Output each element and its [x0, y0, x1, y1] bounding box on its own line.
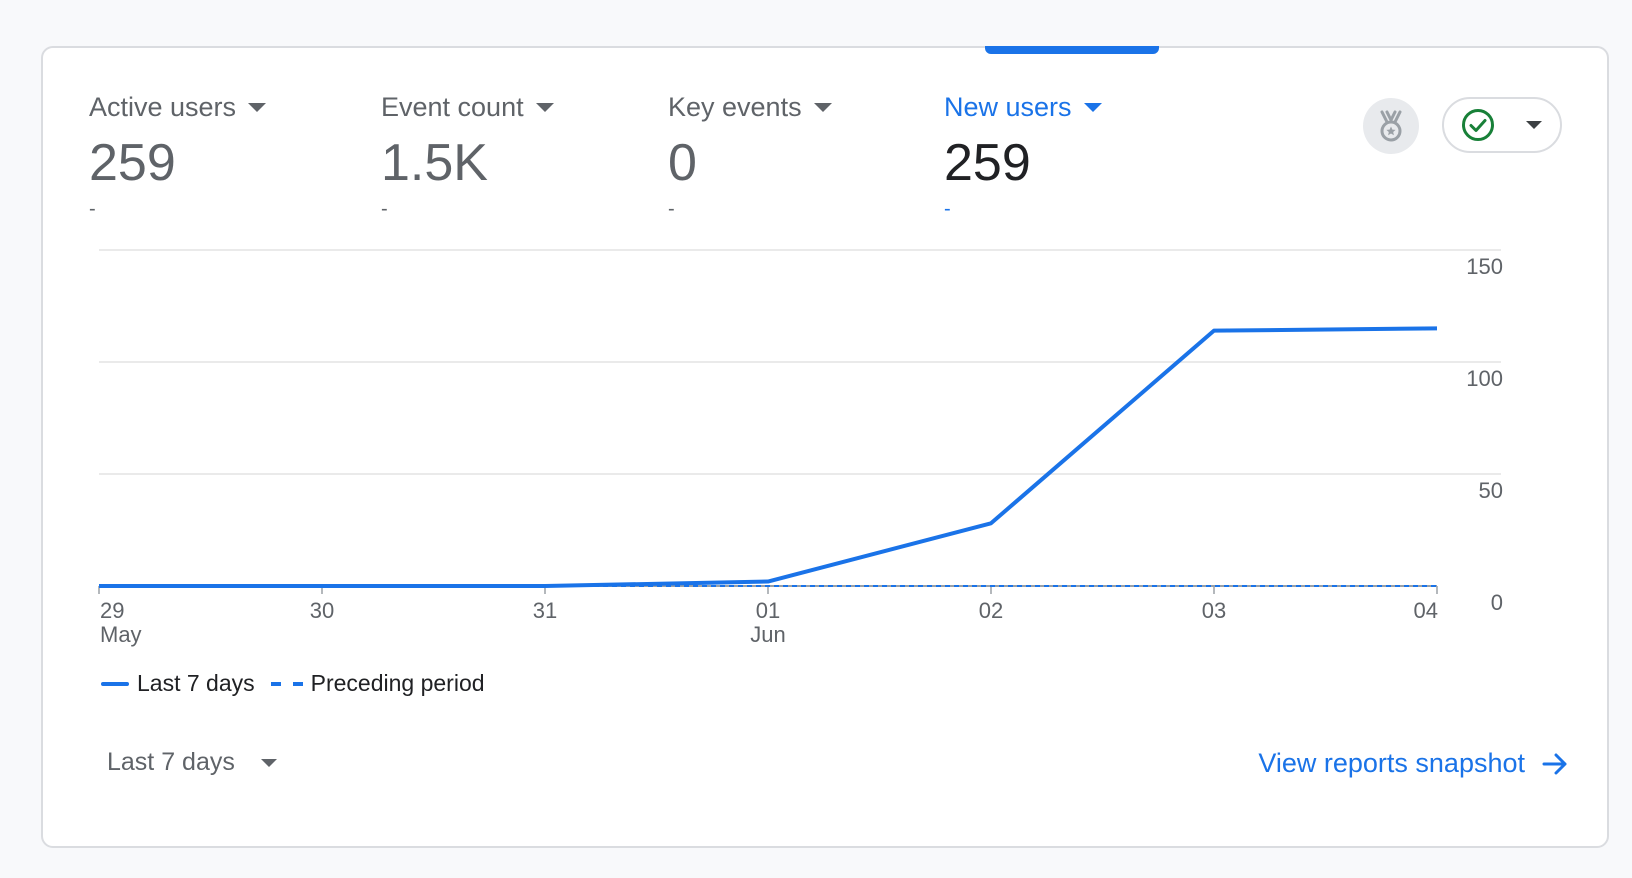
metric-delta: -: [89, 198, 96, 220]
x-tick-label: 02: [979, 598, 1003, 623]
x-tick-label: 03: [1202, 598, 1226, 623]
metric-delta: -: [381, 198, 388, 220]
caret-down-icon: [260, 758, 277, 767]
x-tick-label: May: [100, 622, 142, 647]
metric-key-events[interactable]: Key events 0 -: [668, 92, 832, 221]
y-tick-label: 100: [1466, 366, 1503, 391]
metric-delta: -: [944, 198, 951, 220]
check-circle-icon: [1462, 109, 1494, 141]
metric-value: 259: [944, 134, 1031, 192]
metric-event-count[interactable]: Event count 1.5K -: [381, 92, 554, 221]
series-line-last-7-days: [99, 326, 1438, 588]
metric-header[interactable]: Key events: [668, 92, 832, 123]
legend-item-preceding-period: Preceding period: [270, 670, 485, 697]
metric-label: Event count: [381, 92, 524, 122]
link-label: View reports snapshot: [1258, 748, 1525, 778]
y-tick-label: 150: [1466, 254, 1503, 279]
metric-delta: -: [668, 198, 675, 220]
x-tick-label: 04: [1414, 598, 1438, 623]
chart-legend: Last 7 days Preceding period: [101, 670, 501, 697]
caret-down-icon[interactable]: [248, 103, 267, 112]
metric-header[interactable]: New users: [944, 92, 1102, 123]
x-tick-label: 01: [756, 598, 780, 623]
metric-active-users[interactable]: Active users 259 -: [89, 92, 267, 221]
legend-swatch-solid: [101, 681, 129, 686]
metric-new-users[interactable]: New users 259 -: [944, 92, 1102, 221]
arrow-right-icon: [1542, 753, 1567, 774]
date-range-dropdown[interactable]: Last 7 days: [107, 748, 277, 777]
x-tick-label: 31: [533, 598, 557, 623]
legend-swatch-dashed: [270, 681, 303, 686]
metric-header[interactable]: Active users: [89, 92, 267, 123]
y-tick-label: 0: [1491, 590, 1503, 615]
legend-label: Last 7 days: [137, 670, 255, 696]
date-range-label: Last 7 days: [107, 748, 235, 776]
metric-label: New users: [944, 92, 1072, 122]
x-tick-label: Jun: [750, 622, 785, 647]
y-tick-label: 50: [1479, 478, 1503, 503]
selected-metric-indicator: [985, 46, 1159, 54]
medal-button[interactable]: [1363, 98, 1419, 154]
new-users-card: Active users 259 - Event count 1.5K - Ke…: [41, 46, 1609, 848]
x-tick-label: 29: [100, 598, 124, 623]
metric-value: 1.5K: [381, 134, 488, 192]
metric-header[interactable]: Event count: [381, 92, 554, 123]
metric-label: Key events: [668, 92, 802, 122]
metric-value: 0: [668, 134, 697, 192]
medal-icon: [1380, 110, 1402, 142]
legend-label: Preceding period: [310, 670, 485, 696]
data-status-dropdown[interactable]: [1442, 97, 1562, 153]
caret-down-icon[interactable]: [813, 103, 832, 112]
caret-down-icon[interactable]: [535, 103, 554, 112]
caret-down-icon: [1526, 121, 1542, 129]
caret-down-icon[interactable]: [1083, 103, 1102, 112]
metric-label: Active users: [89, 92, 237, 122]
x-tick-label: 30: [310, 598, 334, 623]
metric-value: 259: [89, 134, 176, 192]
view-reports-snapshot-link[interactable]: View reports snapshot: [1258, 748, 1569, 779]
legend-item-last-7-days: Last 7 days: [101, 670, 255, 697]
